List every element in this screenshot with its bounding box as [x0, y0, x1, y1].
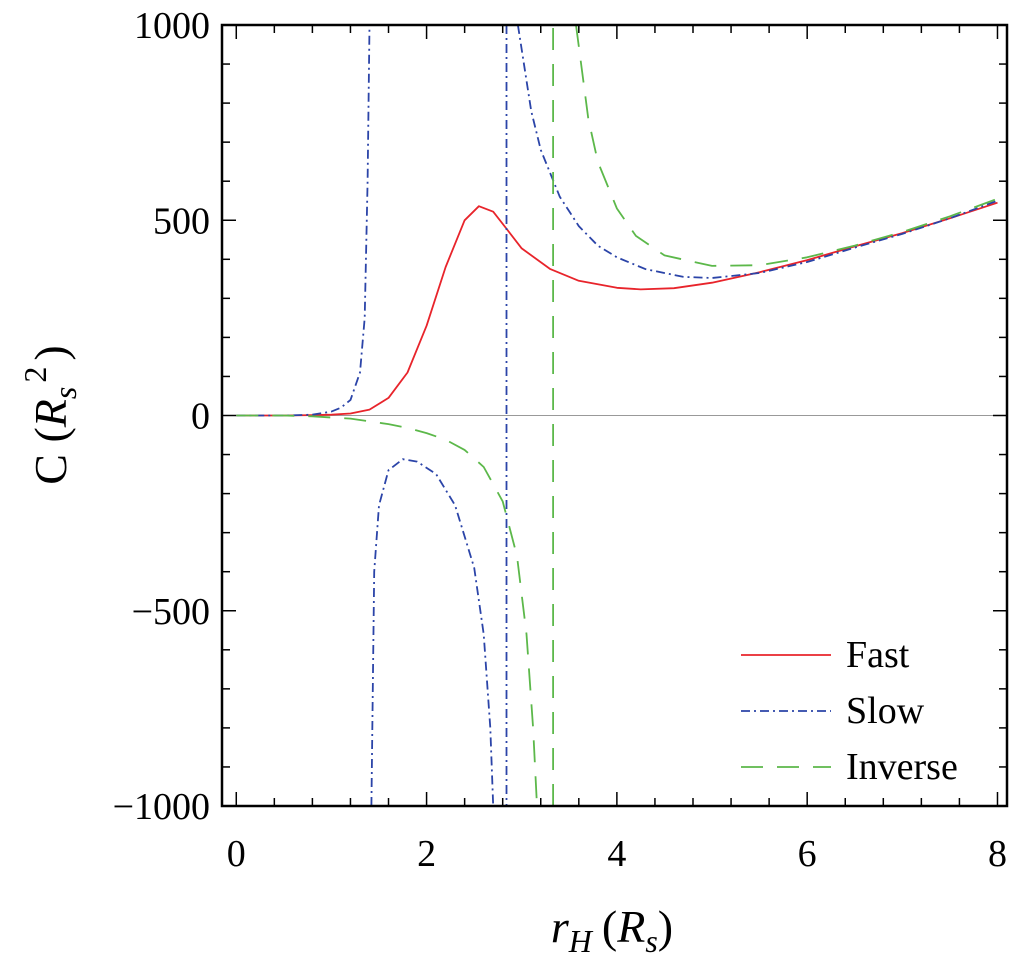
legend: Fast Slow Inverse [741, 634, 958, 788]
series-line-slow [517, 25, 998, 279]
y-tick-labels: −1000 −500 0 500 1000 [113, 5, 210, 828]
legend-label-inverse: Inverse [846, 746, 958, 788]
x-tick-label: 0 [227, 833, 246, 875]
legend-label-fast: Fast [846, 634, 910, 676]
x-tick-label: 4 [607, 833, 626, 875]
plot-frame [220, 23, 1009, 808]
series-slow [236, 25, 998, 806]
legend-label-slow: Slow [846, 690, 925, 732]
x-tick-labels: 0 2 4 6 8 [227, 833, 1007, 875]
y-tick-label: 1000 [134, 5, 210, 47]
series-line-inverse [575, 25, 998, 267]
series-line-slow [370, 458, 495, 806]
x-tick-label: 6 [798, 833, 817, 875]
tick-marks [222, 24, 1007, 807]
y-tick-label: −1000 [113, 786, 210, 828]
data-series [236, 25, 998, 806]
series-line-inverse [236, 414, 538, 806]
x-tick-label: 8 [988, 833, 1007, 875]
x-tick-label: 2 [417, 833, 436, 875]
y-tick-label: 0 [191, 396, 210, 438]
y-tick-label: 500 [153, 200, 210, 242]
y-axis-label: C (Rs2) [17, 345, 83, 484]
series-line-slow [236, 25, 371, 417]
series-inverse [236, 25, 998, 806]
series-line-fast [236, 201, 998, 417]
x-axis-label: rH (Rs) [551, 901, 673, 958]
y-tick-label: −500 [132, 591, 210, 633]
series-fast [236, 201, 998, 417]
